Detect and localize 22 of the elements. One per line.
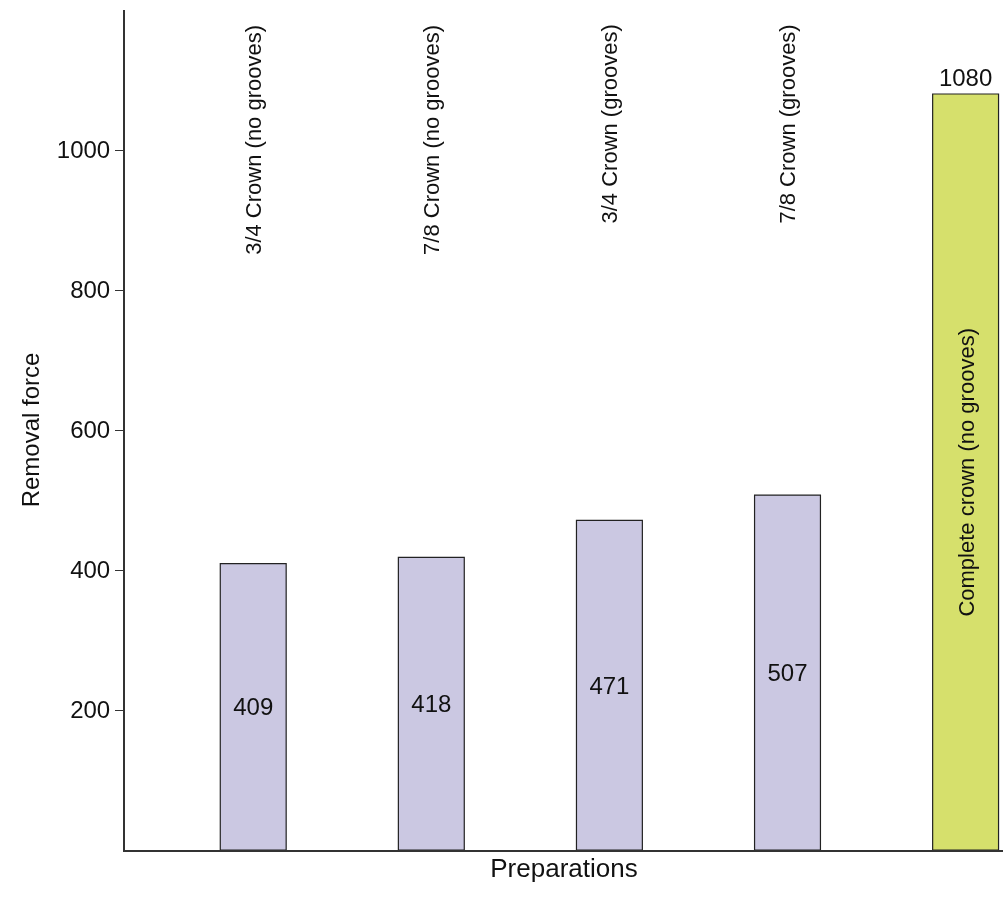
data-label: 471	[589, 671, 630, 699]
x-tick-label: 3/4 Crown (grooves)	[597, 24, 623, 224]
data-label: 1080	[938, 64, 993, 91]
x-tick-label: Complete crown (no grooves)	[953, 328, 979, 617]
x-tick-label: 3/4 Crown (no grooves)	[240, 24, 266, 255]
x-tick-label: 7/8 Crown (grooves)	[775, 24, 801, 224]
bar	[575, 519, 643, 850]
y-tick-label: 800	[70, 276, 111, 304]
bar	[219, 563, 287, 850]
y-tick-label: 400	[70, 556, 111, 584]
bar	[397, 556, 465, 850]
y-axis-title: Removal force	[17, 352, 45, 508]
x-axis-title: Preparations	[490, 853, 638, 884]
data-label: 418	[411, 690, 452, 718]
data-label: 507	[767, 659, 808, 687]
y-tick-label: 200	[70, 696, 111, 724]
bar	[932, 93, 1000, 850]
bar	[753, 494, 822, 850]
y-tick-label: 1000	[56, 136, 111, 164]
x-tick-label: 7/8 Crown (no grooves)	[418, 25, 444, 255]
y-tick-label: 600	[70, 416, 111, 444]
data-label: 409	[233, 693, 274, 721]
